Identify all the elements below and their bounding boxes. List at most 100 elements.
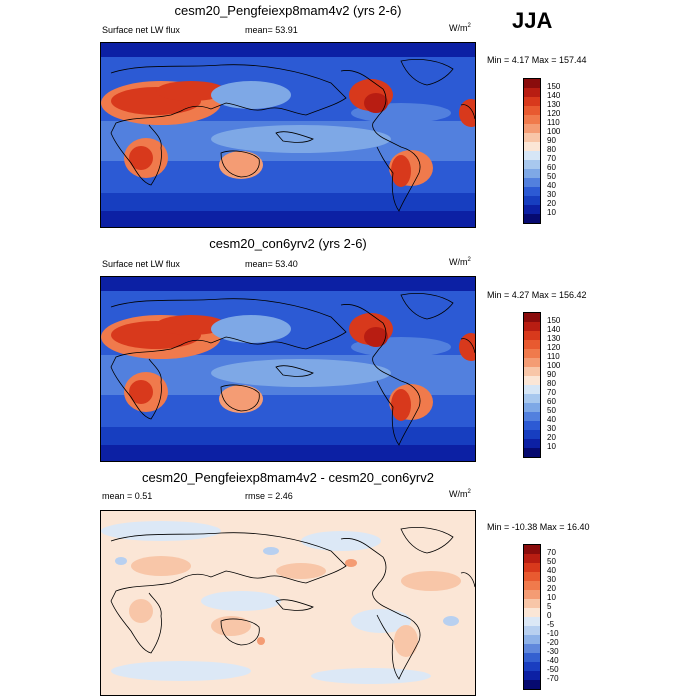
- colorbar-swatch: [524, 214, 540, 223]
- colorbar-swatch: [524, 680, 540, 689]
- panel-2-colorbar-tick: 40: [547, 415, 556, 424]
- colorbar-swatch: [524, 439, 540, 448]
- colorbar-swatch: [524, 205, 540, 214]
- panel-2-colorbar-tick: 100: [547, 361, 561, 370]
- panel-2-mean: mean= 53.40: [245, 259, 298, 269]
- panel-2-units: W/m2: [449, 257, 471, 267]
- colorbar-swatch: [524, 635, 540, 644]
- panel-2-colorbar-tick: 150: [547, 316, 561, 325]
- panel-1-minmax: Min = 4.17 Max = 157.44: [487, 55, 587, 65]
- panel-2-colorbar-tick: 10: [547, 442, 556, 451]
- colorbar-swatch: [524, 430, 540, 439]
- panel-3-units: W/m2: [449, 489, 471, 499]
- panel-3-colorbar-tick: -10: [547, 629, 559, 638]
- colorbar-swatch: [524, 644, 540, 653]
- colorbar-swatch: [524, 563, 540, 572]
- panel-1-mean: mean= 53.91: [245, 25, 298, 35]
- panel-3-colorbar-tick: 20: [547, 584, 556, 593]
- panel-3-colorbar-tick: -70: [547, 674, 559, 683]
- colorbar-swatch: [524, 187, 540, 196]
- panel-2-colorbar-tick: 60: [547, 397, 556, 406]
- panel-3-colorbar-tick: 40: [547, 566, 556, 575]
- colorbar-swatch: [524, 142, 540, 151]
- panel-1-left-label: Surface net LW flux: [102, 25, 180, 35]
- panel-1-colorbar-tick: 50: [547, 172, 556, 181]
- panel-3-colorbar-tick: -5: [547, 620, 555, 629]
- colorbar-swatch: [524, 79, 540, 88]
- panel-1-colorbar-tick: 10: [547, 208, 556, 217]
- panel-1-title: cesm20_Pengfeiexp8mam4v2 (yrs 2-6): [174, 3, 402, 18]
- panel-1-units: W/m2: [449, 23, 471, 33]
- colorbar-swatch: [524, 178, 540, 187]
- panel-1-colorbar-tick: 100: [547, 127, 561, 136]
- panel-2-title: cesm20_con6yrv2 (yrs 2-6): [209, 236, 367, 251]
- panel-3-title: cesm20_Pengfeiexp8mam4v2 - cesm20_con6yr…: [142, 470, 434, 485]
- colorbar-swatch: [524, 151, 540, 160]
- panel-3-colorbar-tick: 50: [547, 557, 556, 566]
- panel-2-colorbar-tick: 120: [547, 343, 561, 352]
- colorbar-swatch: [524, 358, 540, 367]
- colorbar-swatch: [524, 421, 540, 430]
- panel-3-colorbar: [523, 544, 541, 690]
- colorbar-swatch: [524, 133, 540, 142]
- panel-3-colorbar-tick: 70: [547, 548, 556, 557]
- panel-2-left-label: Surface net LW flux: [102, 259, 180, 269]
- season-label: JJA: [512, 8, 553, 33]
- colorbar-swatch: [524, 124, 540, 133]
- panel-1-colorbar-tick: 90: [547, 136, 556, 145]
- panel-3-minmax: Min = -10.38 Max = 16.40: [487, 522, 590, 532]
- colorbar-swatch: [524, 653, 540, 662]
- colorbar-swatch: [524, 448, 540, 457]
- panel-3-colorbar-tick: 30: [547, 575, 556, 584]
- colorbar-swatch: [524, 313, 540, 322]
- panel-2-colorbar-tick: 70: [547, 388, 556, 397]
- panel-2-minmax: Min = 4.27 Max = 156.42: [487, 290, 587, 300]
- panel-2-colorbar-tick: 50: [547, 406, 556, 415]
- panel-1-colorbar: [523, 78, 541, 224]
- panel-1-colorbar-tick: 140: [547, 91, 561, 100]
- colorbar-swatch: [524, 331, 540, 340]
- colorbar-swatch: [524, 106, 540, 115]
- colorbar-swatch: [524, 545, 540, 554]
- colorbar-swatch: [524, 349, 540, 358]
- colorbar-swatch: [524, 590, 540, 599]
- panel-1-colorbar-tick: 110: [547, 118, 560, 127]
- colorbar-swatch: [524, 608, 540, 617]
- panel-1-colorbar-tick: 70: [547, 154, 556, 163]
- panel-1-colorbar-tick: 150: [547, 82, 561, 91]
- panel-2-colorbar-tick: 130: [547, 334, 561, 343]
- colorbar-swatch: [524, 581, 540, 590]
- colorbar-swatch: [524, 160, 540, 169]
- colorbar-swatch: [524, 599, 540, 608]
- colorbar-swatch: [524, 412, 540, 421]
- panel-3-rmse: rmse = 2.46: [245, 491, 293, 501]
- colorbar-swatch: [524, 322, 540, 331]
- colorbar-swatch: [524, 367, 540, 376]
- panel-3-mean: mean = 0.51: [102, 491, 153, 501]
- panel-1-colorbar-tick: 120: [547, 109, 561, 118]
- colorbar-swatch: [524, 662, 540, 671]
- panel-2-colorbar-tick: 90: [547, 370, 556, 379]
- panel-1-colorbar-tick: 20: [547, 199, 556, 208]
- colorbar-swatch: [524, 617, 540, 626]
- panel-2-colorbar-tick: 80: [547, 379, 556, 388]
- panel-2-colorbar-tick: 20: [547, 433, 556, 442]
- colorbar-swatch: [524, 394, 540, 403]
- colorbar-swatch: [524, 97, 540, 106]
- colorbar-swatch: [524, 385, 540, 394]
- panel-2-map: [100, 276, 476, 462]
- panel-1-colorbar-tick: 40: [547, 181, 556, 190]
- panel-1-colorbar-tick: 30: [547, 190, 556, 199]
- panel-1-map: [100, 42, 476, 228]
- panel-2-colorbar-tick: 30: [547, 424, 556, 433]
- colorbar-swatch: [524, 572, 540, 581]
- colorbar-swatch: [524, 376, 540, 385]
- panel-3-colorbar-tick: -30: [547, 647, 559, 656]
- colorbar-swatch: [524, 88, 540, 97]
- panel-1-colorbar-tick: 60: [547, 163, 556, 172]
- colorbar-swatch: [524, 340, 540, 349]
- panel-2-colorbar: [523, 312, 541, 458]
- panel-1-colorbar-tick: 80: [547, 145, 556, 154]
- colorbar-swatch: [524, 554, 540, 563]
- panel-2-colorbar-tick: 140: [547, 325, 561, 334]
